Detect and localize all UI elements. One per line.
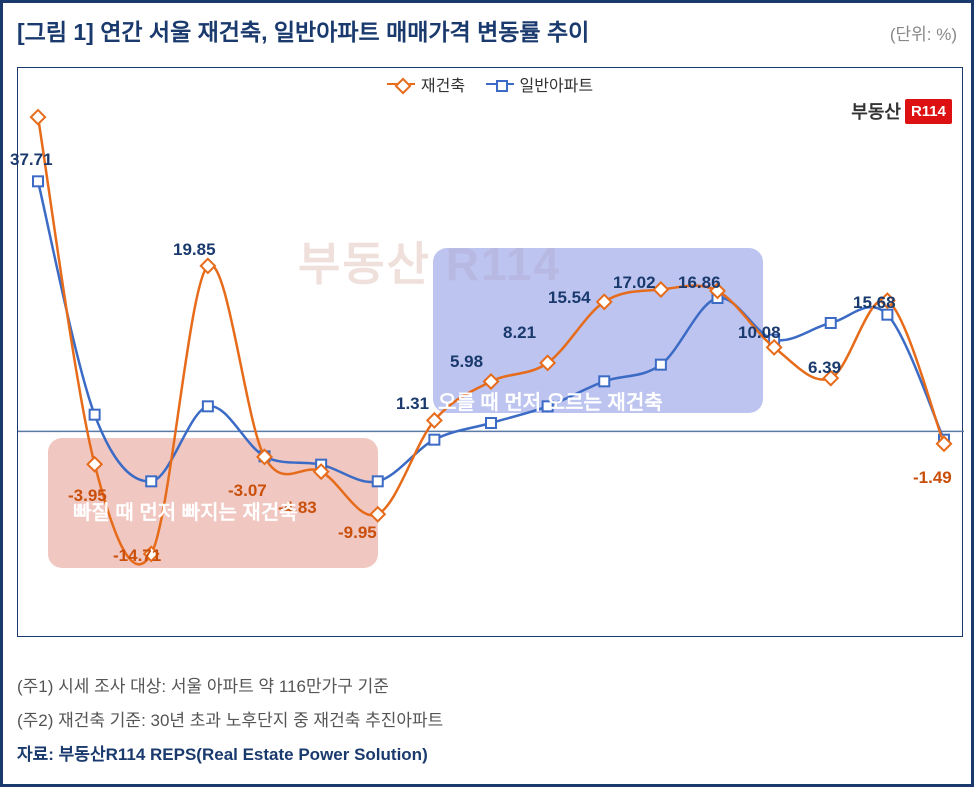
data-label: 37.71 [10,150,53,170]
unit-label: (단위: %) [890,20,957,45]
source: 자료: 부동산R114 REPS(Real Estate Power Solut… [17,738,443,772]
data-label: 8.21 [503,323,536,343]
figure-container: [그림 1] 연간 서울 재건축, 일반아파트 매매가격 변동률 추이 (단위:… [0,0,974,787]
data-label: 6.39 [808,358,841,378]
data-label: -9.95 [338,523,377,543]
note-1: (주1) 시세 조사 대상: 서울 아파트 약 116만가구 기준 [17,670,443,704]
chart-area: 재건축 일반아파트 부동산 R114 부동산 R114 37.71-3.95-1… [17,67,963,637]
data-label: 19.85 [173,240,216,260]
data-label: 5.98 [450,352,483,372]
data-label: -1.49 [913,468,952,488]
data-label: 10.08 [738,323,781,343]
data-label: 16.86 [678,273,721,293]
data-label: -14.71 [113,546,161,566]
footnotes: (주1) 시세 조사 대상: 서울 아파트 약 116만가구 기준 (주2) 재… [17,670,443,772]
annotation-blue: 오를 때 먼저 오르는 재건축 [438,386,663,415]
data-label: 1.31 [396,394,429,414]
data-label: 15.68 [853,293,896,313]
figure-title: [그림 1] 연간 서울 재건축, 일반아파트 매매가격 변동률 추이 [17,13,589,47]
annotation-red: 빠질 때 먼저 빠지는 재건축 [73,496,298,525]
data-label: 15.54 [548,288,591,308]
note-2: (주2) 재건축 기준: 30년 초과 노후단지 중 재건축 추진아파트 [17,704,443,738]
data-label: 17.02 [613,273,656,293]
title-row: [그림 1] 연간 서울 재건축, 일반아파트 매매가격 변동률 추이 (단위:… [3,3,971,51]
